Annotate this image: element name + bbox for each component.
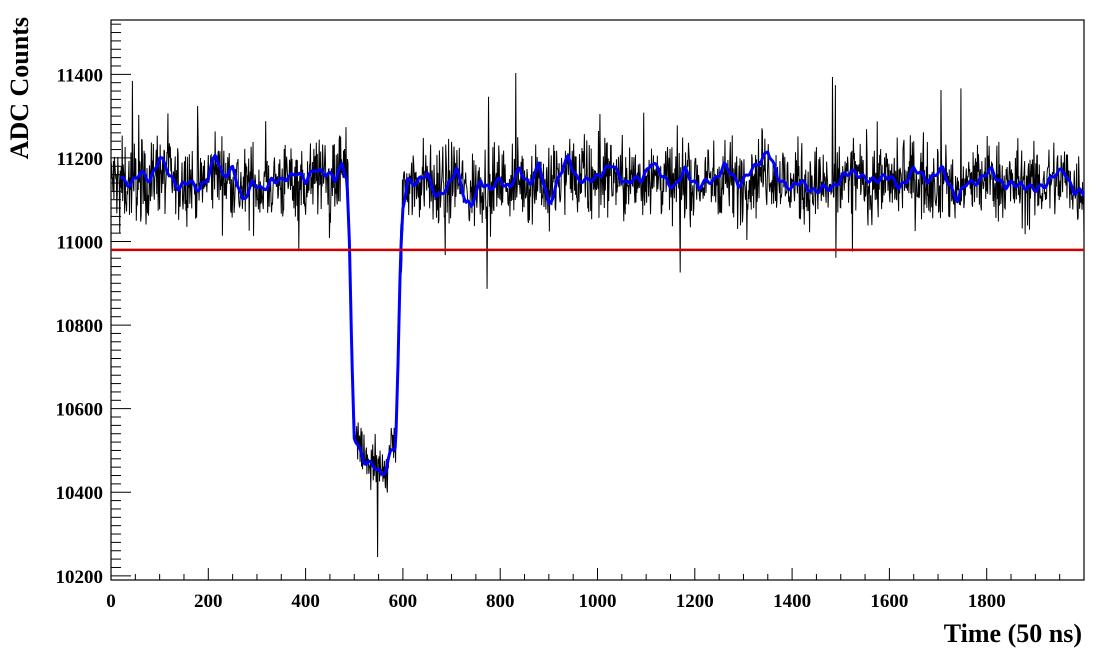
x-tick-label: 1200 [676,591,714,612]
y-tick-label: 11000 [57,232,103,253]
x-tick-labels: 0 200 400 600 800 1000 1200 1400 1600 1800 [106,591,1005,612]
y-tick-label: 11400 [57,65,103,86]
plot-frame-group [110,19,1085,581]
x-tick-label: 0 [106,591,116,612]
x-tick-label: 1600 [870,591,908,612]
y-tick-labels: 10200 10400 10600 10800 11000 11200 11400 [56,65,104,587]
axis-ticks [110,23,1085,580]
y-tick-label: 11200 [57,149,103,170]
y-tick-label: 10600 [56,400,104,421]
x-tick-label: 200 [194,591,223,612]
y-axis-title: ADC Counts [5,17,34,159]
x-axis-title: Time (50 ns) [944,619,1082,648]
y-tick-label: 10400 [56,483,104,504]
y-tick-label: 10200 [56,567,104,588]
series-smoothed [119,150,1084,476]
x-tick-label: 1800 [968,591,1006,612]
x-tick-label: 800 [486,591,515,612]
y-tick-label: 10800 [56,316,104,337]
plot-frame [110,19,1085,581]
x-tick-label: 1400 [773,591,811,612]
x-tick-label: 1000 [579,591,617,612]
x-tick-label: 600 [389,591,418,612]
series-layer [111,73,1084,558]
x-tick-label: 400 [291,591,320,612]
series-waveform [111,73,1084,558]
